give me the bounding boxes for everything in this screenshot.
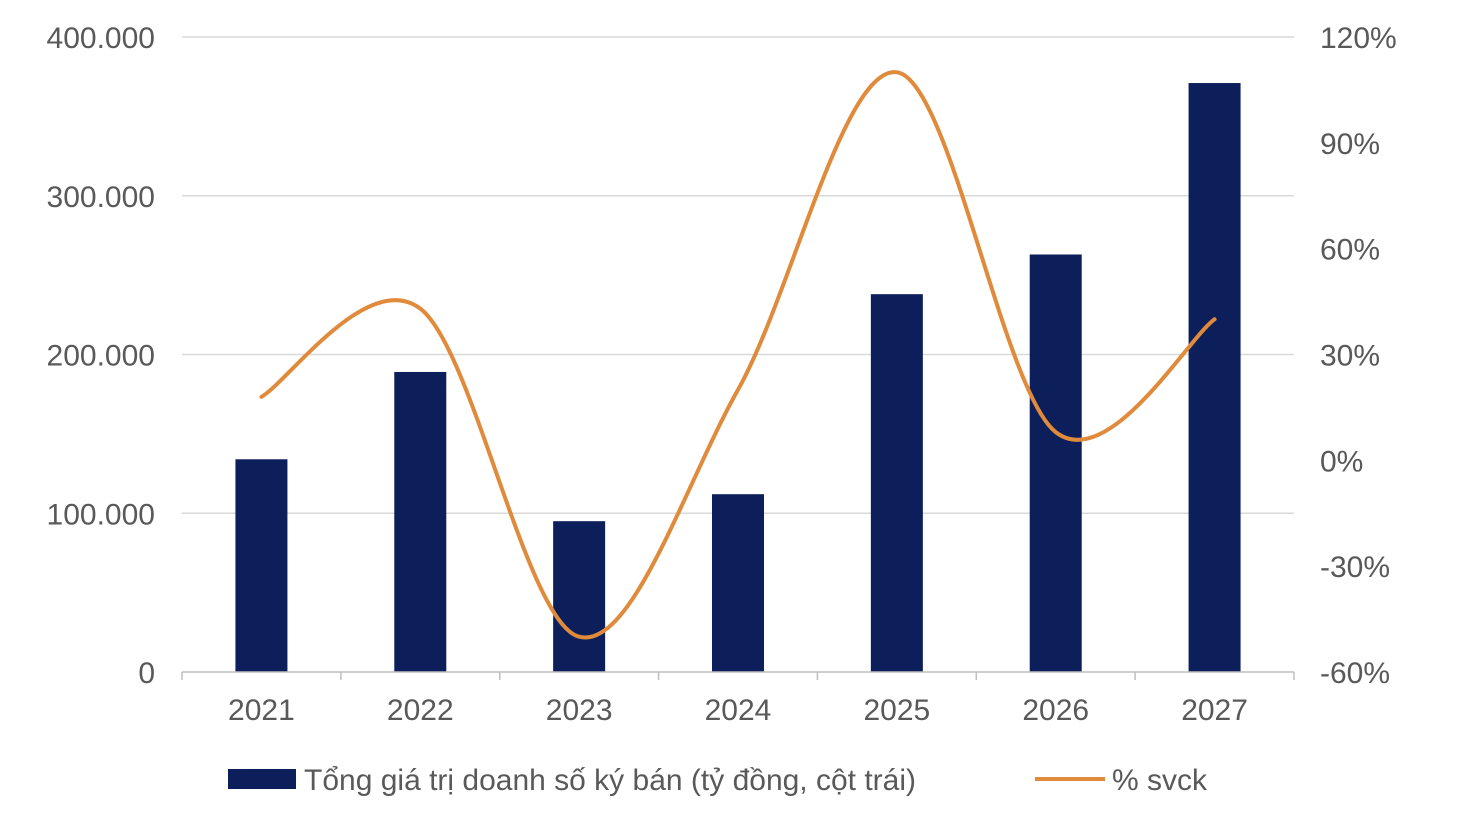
y-right-tick-label: 90% bbox=[1320, 128, 1380, 161]
bar bbox=[1188, 83, 1241, 673]
y-right-tick-label: 0% bbox=[1320, 445, 1363, 478]
y-left-tick-label: 100.000 bbox=[47, 498, 155, 531]
y-right-tick-label: 30% bbox=[1320, 340, 1380, 373]
x-axis: 2021 2022 2023 2024 2025 2026 2027 bbox=[181, 671, 1295, 727]
bar bbox=[1029, 254, 1082, 673]
x-tick-label: 2027 bbox=[1181, 694, 1248, 727]
x-tick-label: 2022 bbox=[387, 694, 454, 727]
y-axis-left: 0 100.000 200.000 300.000 400.000 bbox=[47, 22, 155, 690]
legend-label-line: % svck bbox=[1112, 764, 1208, 797]
growth-line bbox=[259, 70, 1217, 640]
x-tick-label: 2026 bbox=[1022, 694, 1089, 727]
x-tick-label: 2021 bbox=[228, 694, 295, 727]
y-left-tick-label: 300.000 bbox=[47, 181, 155, 214]
bar bbox=[870, 294, 923, 672]
y-left-tick-label: 400.000 bbox=[47, 22, 155, 55]
y-right-tick-label: 120% bbox=[1320, 22, 1397, 55]
y-left-tick-label: 200.000 bbox=[47, 340, 155, 373]
legend-label-bar: Tổng giá trị doanh số ký bán (tỷ đồng, c… bbox=[304, 764, 916, 797]
bar bbox=[712, 494, 764, 672]
legend: Tổng giá trị doanh số ký bán (tỷ đồng, c… bbox=[228, 764, 1208, 797]
y-right-tick-label: -60% bbox=[1320, 657, 1390, 690]
x-tick-label: 2025 bbox=[863, 694, 930, 727]
bar bbox=[394, 371, 447, 672]
y-right-tick-label: 60% bbox=[1320, 234, 1380, 267]
bar bbox=[235, 459, 288, 672]
x-tick-label: 2024 bbox=[705, 694, 772, 727]
bar bbox=[553, 521, 606, 672]
x-tick-label: 2023 bbox=[546, 694, 613, 727]
legend-swatch-bar bbox=[228, 769, 296, 789]
bar-series bbox=[235, 83, 1241, 673]
y-axis-right: -60% -30% 0% 30% 60% 90% 120% bbox=[1320, 22, 1397, 690]
line-series bbox=[259, 70, 1217, 640]
y-left-tick-label: 0 bbox=[138, 657, 155, 690]
y-right-tick-label: -30% bbox=[1320, 551, 1390, 584]
gridlines bbox=[182, 36, 1294, 514]
